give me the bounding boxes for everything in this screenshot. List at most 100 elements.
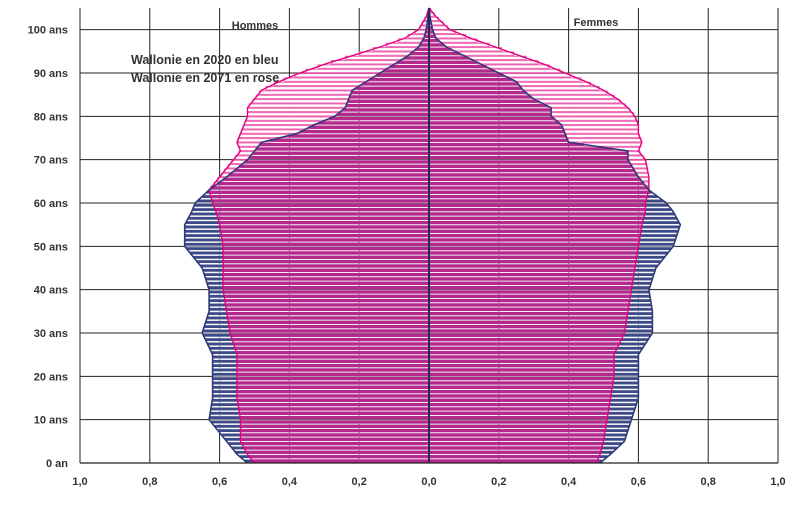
bar-2071-hommes [274, 81, 364, 87]
bar-2071-hommes-overlap [217, 181, 429, 186]
bar-2071-femmes-overlap [429, 194, 648, 199]
bar-2071-femmes-overlap [429, 333, 624, 337]
bar-2071-hommes-overlap [222, 242, 429, 246]
bar-2071-femmes-overlap [429, 116, 554, 121]
bar-2071-hommes-overlap [224, 298, 429, 303]
bar-2071-femmes-overlap [429, 420, 607, 424]
bar-2071-hommes [283, 77, 371, 82]
bar-2071-hommes-overlap [342, 108, 429, 112]
bar-2071-femmes [546, 103, 626, 108]
bar-2071-femmes-overlap [429, 285, 632, 290]
bar-2071-hommes-overlap [234, 346, 429, 350]
bar-2071-hommes-overlap [237, 398, 429, 402]
bar-2071-femmes [485, 64, 550, 69]
side-label-femmes: Femmes [574, 17, 619, 29]
bar-2071-hommes-overlap [240, 433, 429, 437]
outline-layer [183, 7, 682, 464]
bar-2071-hommes-overlap [404, 56, 429, 60]
bar-2071-hommes-overlap [355, 86, 429, 90]
bar-2071-hommes-overlap [222, 238, 429, 242]
bar-2071-hommes-overlap [349, 95, 429, 99]
bar-2071-femmes-overlap [429, 47, 451, 51]
bar-2071-hommes-overlap [228, 320, 429, 324]
bar-2071-hommes-overlap [415, 47, 429, 51]
bar-2071-hommes-overlap [223, 246, 429, 251]
bar-2071-femmes [434, 34, 467, 39]
bar-2071-hommes-overlap [376, 73, 429, 77]
bar-2071-hommes-overlap [215, 207, 429, 212]
bar-2071-femmes-overlap [429, 303, 629, 307]
outline-2020-femmes [428, 7, 682, 464]
text-layer: Hommes Femmes Wallonie en 2020 en bleu W… [28, 17, 786, 488]
bar-2071-hommes-overlap [397, 60, 429, 64]
bar-2071-hommes-overlap [287, 134, 429, 138]
bar-2071-femmes-overlap [429, 402, 610, 407]
bar-2071-hommes-overlap [223, 281, 429, 285]
bar-2071-hommes-overlap [329, 116, 429, 121]
bar-2071-hommes-overlap [309, 125, 429, 129]
bar-2071-femmes-overlap [429, 121, 560, 125]
bar-2071-hommes-overlap [209, 190, 429, 194]
y-tick-label: 30 ans [34, 328, 68, 340]
bar-2071-hommes-overlap [237, 381, 429, 385]
bar-2071-femmes-overlap [429, 281, 633, 285]
bar-2071-femmes-overlap [429, 30, 434, 34]
bar-2071-hommes-overlap [223, 251, 429, 255]
bar-2071-hommes-overlap [224, 294, 429, 298]
bar-2071-hommes-overlap [237, 372, 429, 376]
bar-2071-femmes-overlap [429, 86, 522, 90]
bar-2071-hommes-overlap [424, 34, 429, 38]
y-tick-label: 90 ans [34, 68, 68, 80]
bar-2071-hommes-overlap [234, 168, 429, 173]
bar-2071-femmes-overlap [429, 424, 606, 428]
x-tick-label: 0,6 [212, 476, 227, 488]
y-tick-label: 20 ans [34, 371, 68, 383]
bar-2071-hommes-overlap [237, 363, 429, 368]
bar-2071-femmes-overlap [429, 77, 512, 82]
bar-2071-femmes [443, 42, 490, 48]
x-tick-label: 1,0 [770, 476, 785, 488]
bar-2071-hommes-overlap [223, 290, 429, 294]
bar-2071-femmes-overlap [429, 428, 606, 433]
bar-2071-femmes-overlap [429, 103, 547, 108]
bar-2071-femmes-overlap [429, 294, 631, 298]
bar-2071-femmes-overlap [429, 229, 641, 233]
bar-2071-hommes-overlap [246, 450, 429, 454]
bar-2071-femmes-overlap [429, 411, 609, 415]
bar-2071-femmes-overlap [429, 199, 646, 203]
bar-2071-femmes-overlap [429, 398, 611, 402]
bar-2071-femmes-overlap [429, 277, 634, 281]
bar-2071-femmes [537, 99, 621, 104]
bar-2071-hommes-overlap [300, 129, 429, 134]
bar-2071-femmes [627, 151, 641, 156]
bar-2071-hommes [259, 90, 352, 95]
bar-2071-hommes-overlap [259, 142, 429, 147]
bar-2071-femmes-overlap [429, 168, 635, 173]
bar-2071-femmes-overlap [429, 433, 605, 437]
bar-2071-hommes-overlap [240, 437, 429, 441]
y-tick-label: 80 ans [34, 111, 68, 123]
bar-2071-hommes [248, 103, 347, 108]
bar-2071-femmes [565, 133, 640, 139]
bar-2071-hommes [372, 47, 417, 52]
bar-2071-hommes-overlap [270, 138, 429, 142]
bar-2071-femmes-overlap [429, 290, 632, 294]
bar-2071-hommes-overlap [216, 212, 429, 216]
side-label-hommes: Hommes [232, 20, 278, 32]
bar-2071-femmes [467, 55, 527, 61]
bar-2071-hommes-overlap [219, 220, 429, 225]
bar-2071-hommes-overlap [219, 225, 429, 229]
bar-2071-femmes-overlap [429, 238, 640, 242]
bar-2071-femmes [493, 68, 561, 74]
y-tick-label: 60 ans [34, 198, 68, 210]
bar-2071-hommes-overlap [256, 147, 429, 151]
bar-2071-femmes-overlap [429, 99, 539, 103]
bar-2071-hommes-overlap [237, 376, 429, 381]
bar-2071-femmes-overlap [429, 394, 611, 398]
bar-2071-hommes-overlap [241, 441, 429, 446]
bar-2071-hommes [358, 51, 412, 56]
bar-2071-hommes-overlap [410, 51, 429, 56]
legend-item-2020: Wallonie en 2020 en bleu [131, 53, 279, 67]
bar-2071-femmes [627, 155, 645, 160]
bar-2071-femmes-overlap [429, 38, 439, 43]
